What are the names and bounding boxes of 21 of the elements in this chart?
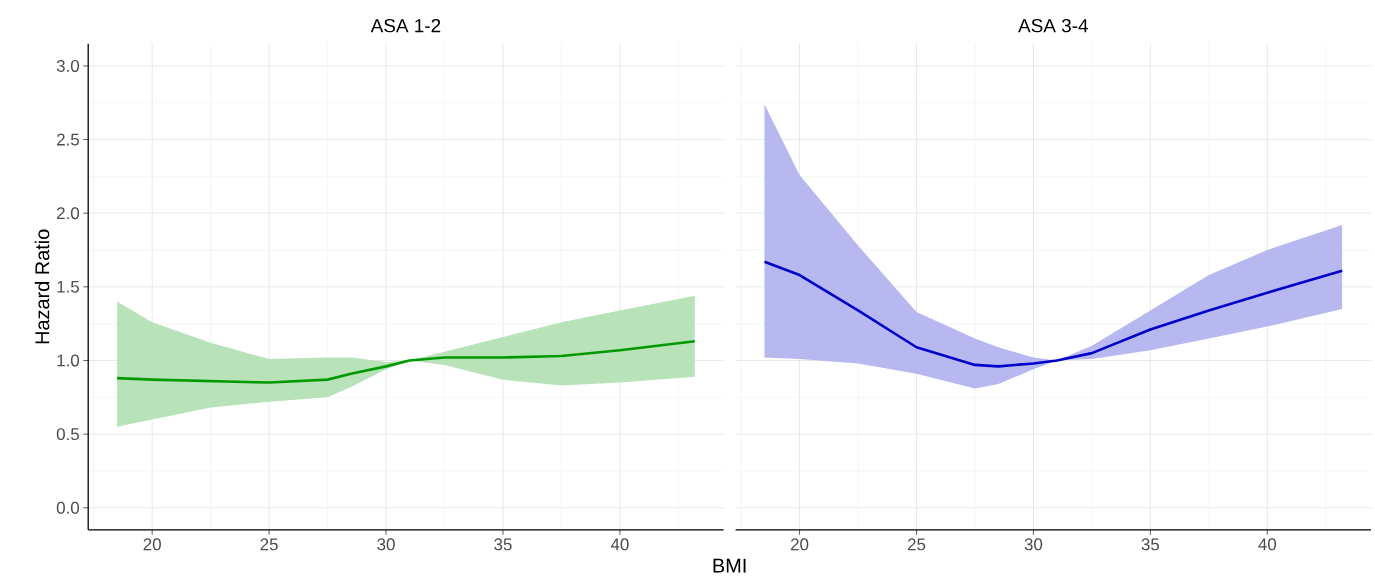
- y-tick-label: 3.0: [56, 60, 80, 73]
- chart-title: ASA 3-4: [1018, 19, 1088, 33]
- x-tick-label: 40: [1258, 538, 1277, 551]
- x-tick-label: 20: [791, 538, 809, 551]
- y-tick-label: 0.0: [56, 501, 80, 514]
- y-tick-label: 1.5: [57, 281, 79, 293]
- x-tick-label: 35: [1141, 538, 1160, 551]
- chart-title: ASA 1-2: [370, 19, 441, 33]
- x-axis-title: BMI: [713, 559, 746, 573]
- x-tick-label: 35: [494, 538, 512, 551]
- x-tick-label: 30: [1024, 538, 1043, 551]
- x-tick-label: 30: [377, 538, 395, 551]
- y-tick-label: 2.0: [57, 207, 80, 220]
- x-tick-label: 20: [143, 538, 161, 551]
- y-tick-label: 1.0: [57, 354, 80, 367]
- x-tick-label: 25: [260, 538, 278, 551]
- y-tick-label: 0.5: [56, 428, 79, 441]
- y-tick-label: 2.5: [57, 133, 79, 146]
- y-axis-title: Hazard Ratio: [34, 229, 50, 344]
- x-tick-label: 40: [610, 538, 629, 551]
- x-tick-label: 25: [907, 538, 926, 551]
